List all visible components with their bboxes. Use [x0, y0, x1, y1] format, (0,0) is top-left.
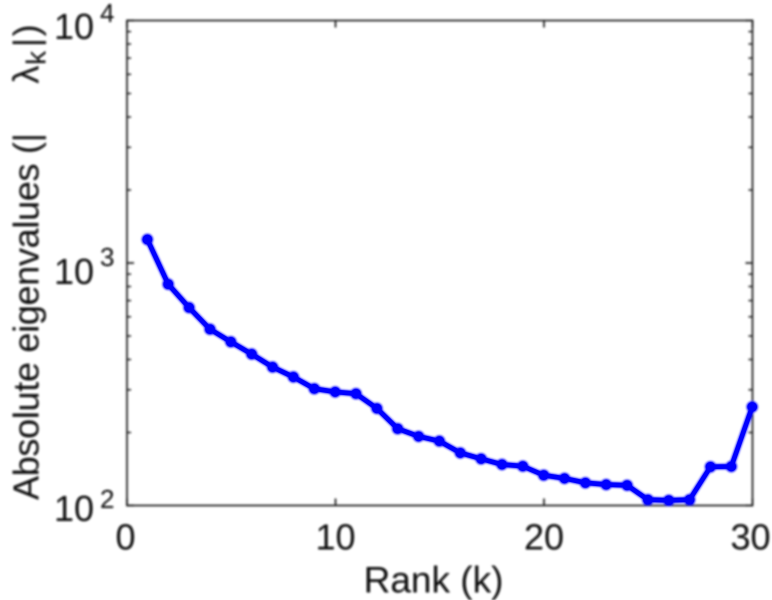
- svg-text:30: 30: [730, 517, 770, 558]
- svg-text:4: 4: [100, 0, 114, 28]
- svg-text:10: 10: [54, 251, 94, 292]
- svg-text:Rank (k): Rank (k): [364, 560, 504, 600]
- svg-text:3: 3: [100, 242, 114, 272]
- svg-text:10: 10: [54, 6, 94, 47]
- svg-text:10: 10: [54, 488, 94, 529]
- svg-text:Absolute eigenvalues (| λk: Absolute eigenvalues (| λk|): [6, 23, 52, 500]
- svg-text:0: 0: [115, 517, 135, 558]
- svg-text:2: 2: [100, 484, 114, 514]
- svg-text:20: 20: [524, 517, 564, 558]
- svg-text:10: 10: [315, 517, 355, 558]
